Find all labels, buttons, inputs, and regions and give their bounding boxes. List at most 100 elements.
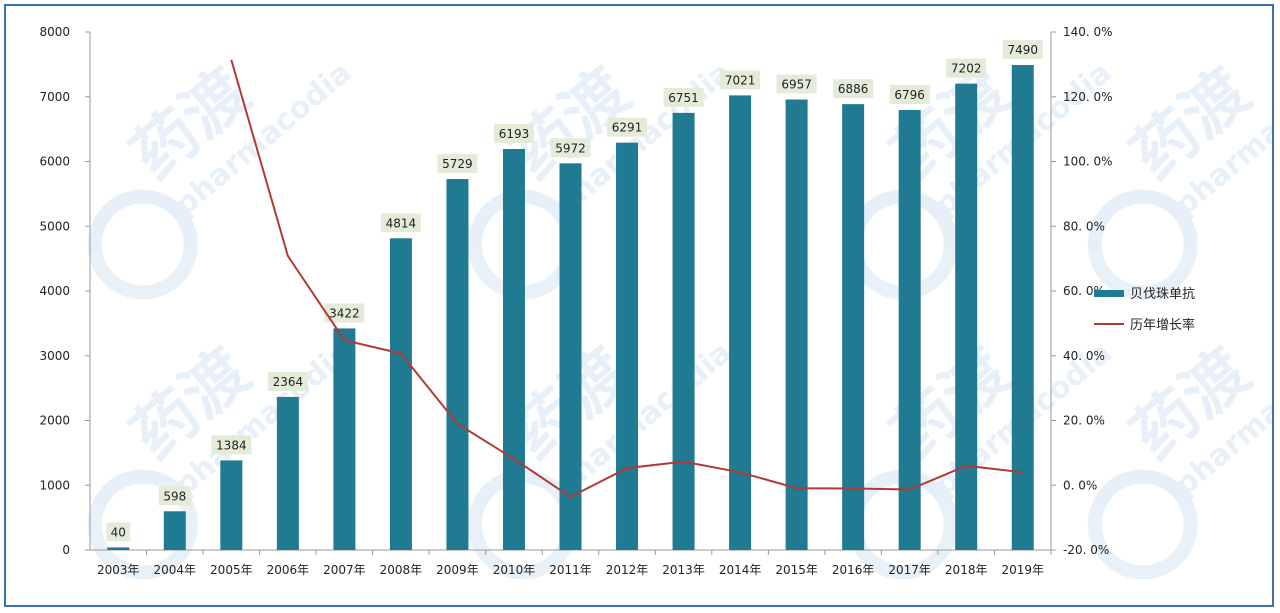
x-axis-tick-label: 2014年	[719, 563, 762, 577]
bar-data-labels: 40 598 1384 2364 3422 4814 5729 6193 5972 6291 675…	[106, 40, 1043, 542]
bar-data-label-box	[550, 138, 591, 158]
watermark-logo-icon	[1087, 189, 1198, 300]
bar-data-label-box	[946, 58, 987, 78]
bar-data-label: 3422	[329, 306, 360, 320]
bar-data-label: 6751	[668, 91, 699, 105]
bar	[785, 99, 808, 551]
bar-data-label-box	[1002, 40, 1043, 60]
legend-label-bar: 贝伐珠单抗	[1130, 287, 1195, 302]
bar-data-label-box	[720, 70, 761, 90]
x-axis-tick-label: 2004年	[154, 563, 197, 577]
bar-data-label-box	[663, 87, 704, 107]
x-axis-tick-label: 2003年	[97, 563, 140, 577]
bar-data-label: 6291	[612, 121, 643, 135]
bar-data-label-box	[607, 117, 648, 137]
right-axis-tick-label: 100. 0%	[1063, 155, 1113, 169]
bar-data-label: 6957	[781, 78, 812, 92]
bar-data-label-box	[324, 303, 365, 323]
bar	[1011, 65, 1034, 551]
chart-frame: 药渡pharmacodia药渡pharmacodia药渡pharmacodia药…	[4, 4, 1280, 607]
x-axis-tick-label: 2008年	[380, 563, 423, 577]
bar-data-label-box	[267, 371, 308, 391]
left-axis-tick-label: 1000	[39, 478, 70, 492]
bar-data-label-box	[776, 74, 817, 94]
watermark-logo-icon	[1087, 469, 1198, 580]
right-axis-tick-label: 80. 0%	[1063, 219, 1105, 233]
bar	[502, 149, 525, 551]
x-axis-tick-label: 2016年	[832, 563, 875, 577]
watermark-logo-icon	[847, 469, 958, 580]
bar-data-label-box	[211, 435, 252, 455]
right-axis-tick-label: 20. 0%	[1063, 414, 1105, 428]
left-axis-tick-label: 6000	[39, 155, 70, 169]
x-axis-tick-label: 2005年	[210, 563, 253, 577]
bar-data-label: 6796	[894, 88, 925, 102]
x-axis-tick-label: 2009年	[436, 563, 479, 577]
bar-data-label: 5972	[555, 141, 586, 155]
x-axis-tick-label: 2011年	[549, 563, 592, 577]
bar-data-label: 1384	[216, 438, 247, 452]
bar-data-label: 6886	[838, 82, 869, 96]
bar	[955, 83, 978, 550]
bar	[107, 547, 130, 550]
right-axis-tick-label: -20. 0%	[1063, 543, 1109, 557]
right-axis-tick-label: 40. 0%	[1063, 349, 1105, 363]
bar-data-label-box	[437, 154, 478, 174]
bar	[898, 109, 921, 551]
bar-data-label-box	[380, 213, 421, 233]
left-axis-tick-label: 2000	[39, 414, 70, 428]
bar	[389, 238, 412, 550]
bar-data-label-box	[833, 79, 874, 99]
combo-chart: 药渡pharmacodia药渡pharmacodia药渡pharmacodia药…	[39, 25, 1280, 580]
bar-data-label: 5729	[442, 157, 473, 171]
x-axis-tick-label: 2017年	[888, 563, 931, 577]
watermark-logo-icon	[87, 189, 198, 300]
bar-data-label: 4814	[386, 216, 417, 230]
growth-line	[230, 59, 1023, 499]
bar-data-label: 7490	[1007, 43, 1038, 57]
bar	[616, 142, 639, 550]
bar-data-label: 40	[111, 525, 126, 539]
x-axis-tick-label: 2015年	[775, 563, 818, 577]
growth-line-series	[230, 59, 1023, 499]
bar-data-label: 598	[163, 489, 186, 503]
bar-data-label-box	[158, 486, 191, 506]
x-axis-tick-label: 2010年	[493, 563, 536, 577]
axes: 0 1000 2000 3000 4000 5000 6000 7000 8000 -20. 0%…	[39, 25, 1112, 577]
right-axis-tick-label: 0. 0%	[1063, 478, 1097, 492]
x-axis-tick-label: 2013年	[662, 563, 705, 577]
bar-data-label: 6193	[499, 127, 530, 141]
bar	[672, 112, 695, 551]
bar-data-label: 7202	[951, 62, 982, 76]
bar	[163, 511, 186, 550]
bar-data-label: 7021	[725, 73, 756, 87]
bar	[220, 460, 243, 550]
bar	[333, 328, 356, 550]
bar	[842, 104, 865, 550]
left-axis-tick-label: 7000	[39, 90, 70, 104]
bar-data-label-box	[889, 84, 930, 104]
x-axis-tick-label: 2007年	[323, 563, 366, 577]
bar	[446, 179, 469, 551]
legend-label-line: 历年增长率	[1130, 317, 1195, 333]
left-axis-tick-label: 0	[62, 543, 70, 557]
legend-swatch-bar	[1094, 290, 1124, 297]
bar	[729, 95, 752, 550]
bar	[559, 163, 582, 551]
left-axis-tick-label: 4000	[39, 284, 70, 298]
right-axis-tick-label: 120. 0%	[1063, 90, 1113, 104]
x-axis-tick-label: 2006年	[267, 563, 310, 577]
bar-data-label-box	[106, 522, 131, 542]
bar	[276, 396, 299, 550]
left-axis-tick-label: 3000	[39, 349, 70, 363]
bar-series	[107, 65, 1034, 551]
left-axis-tick-label: 8000	[39, 25, 70, 39]
right-axis-tick-label: 140. 0%	[1063, 25, 1113, 39]
bar-data-label-box	[493, 124, 534, 144]
left-axis-tick-label: 5000	[39, 219, 70, 233]
watermark-logo-icon	[847, 189, 958, 300]
x-axis-tick-label: 2018年	[945, 563, 988, 577]
